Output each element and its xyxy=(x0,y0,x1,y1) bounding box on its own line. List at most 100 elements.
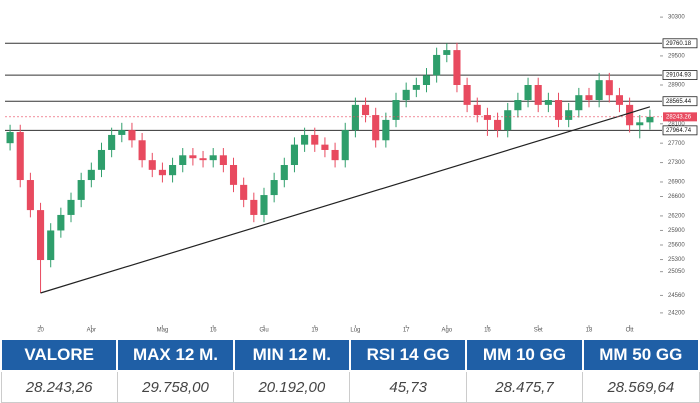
candle-body xyxy=(97,149,106,170)
candle-body xyxy=(626,104,634,126)
candle-body xyxy=(77,180,85,200)
x-tick-label: 18 xyxy=(586,328,593,334)
value-cell: 28.475,7 xyxy=(465,370,584,403)
value-cell: 45,73 xyxy=(349,370,467,403)
candle-body xyxy=(392,100,400,120)
level-box xyxy=(662,38,698,49)
candle-body xyxy=(36,210,45,261)
candle-body xyxy=(412,85,420,90)
x-tick-label: Ott xyxy=(626,328,634,334)
candle-body xyxy=(585,95,593,101)
price-box xyxy=(663,112,697,122)
candle-body xyxy=(128,130,136,141)
candle-body xyxy=(169,165,177,176)
candle-body xyxy=(118,130,126,135)
candle-body xyxy=(321,144,329,150)
candle-body xyxy=(595,80,603,101)
candle-body xyxy=(260,195,268,215)
candle-body xyxy=(138,140,146,161)
value-cell: 28.243,26 xyxy=(0,370,118,403)
x-tick-label: 17 xyxy=(403,328,410,334)
candle-body xyxy=(422,75,431,85)
candle-body xyxy=(219,155,227,165)
candle-body xyxy=(229,165,238,185)
candle-body xyxy=(483,115,491,120)
candle-body xyxy=(87,169,95,181)
candle-body xyxy=(615,95,624,105)
value-cell: 20.192,00 xyxy=(233,370,351,403)
price-label: 28243.26 xyxy=(666,114,692,120)
x-tick-label: 19 xyxy=(311,328,318,334)
value-row: 28.243,26 29.758,00 20.192,00 45,73 28.4… xyxy=(0,370,700,403)
candle-body xyxy=(402,89,410,101)
level-label: 28565.44 xyxy=(666,99,692,105)
level-label: 27964.74 xyxy=(666,128,692,134)
candle-body xyxy=(443,50,451,55)
candle-body xyxy=(473,104,481,116)
y-tick-label: 28100 xyxy=(668,121,685,127)
chart: 30300 29500 28900 28100 27700 27300 26900 26600… xyxy=(5,15,698,334)
candle-body xyxy=(433,54,441,76)
level-label: 29104.93 xyxy=(666,73,692,79)
y-tick-label: 30300 xyxy=(668,15,685,21)
candle-body xyxy=(16,132,24,181)
stats-table: VALORE MAX 12 M. MIN 12 M. RSI 14 GG MM … xyxy=(0,338,700,403)
candle-body xyxy=(636,122,644,126)
candle-body xyxy=(504,110,512,131)
x-tick-label: Set xyxy=(534,328,543,334)
candle-body xyxy=(494,119,502,131)
candle-body xyxy=(311,134,319,145)
x-tick-label: Ago xyxy=(441,328,452,334)
x-tick-label: 16 xyxy=(210,328,217,334)
candle-body xyxy=(524,85,532,101)
y-tick-label: 25600 xyxy=(668,243,685,249)
candle-body xyxy=(575,95,583,111)
candle-body xyxy=(372,115,380,141)
trend-line xyxy=(40,106,651,294)
candle-body xyxy=(544,100,552,105)
candle-body xyxy=(280,165,288,181)
x-tick-label: 20 xyxy=(37,328,44,334)
candle-body xyxy=(605,80,613,96)
candle-body xyxy=(382,119,390,141)
x-tick-label: Giu xyxy=(259,328,268,334)
header-cell: MAX 12 M. xyxy=(116,338,235,372)
y-tick-label: 26600 xyxy=(668,194,685,200)
candle-body xyxy=(301,134,309,145)
header-cell: MM 10 GG xyxy=(465,338,584,372)
candle-body xyxy=(361,104,370,116)
level-box xyxy=(662,70,698,80)
candle-body xyxy=(290,144,299,165)
candle-body xyxy=(240,184,248,200)
candle-body xyxy=(646,116,654,123)
candle-body xyxy=(6,132,14,144)
level-box xyxy=(662,96,698,107)
header-cell: MM 50 GG xyxy=(581,338,700,372)
candle-body xyxy=(158,169,166,176)
value-cell: 28.569,64 xyxy=(582,370,700,403)
candle-body xyxy=(209,155,217,161)
value-cell: 29.758,00 xyxy=(116,370,235,403)
candle-body xyxy=(270,180,278,196)
candle-body xyxy=(148,160,156,170)
header-cell: RSI 14 GG xyxy=(348,338,468,372)
y-tick-label: 26900 xyxy=(668,180,685,186)
x-tick-label: Mag xyxy=(157,328,169,334)
candle-body xyxy=(199,158,207,161)
y-tick-label: 25300 xyxy=(668,257,685,263)
candle-body xyxy=(453,50,461,85)
y-tick-label: 24560 xyxy=(668,293,685,299)
y-tick-label: 27300 xyxy=(668,160,685,166)
y-tick-label: 27700 xyxy=(668,141,685,147)
candle-body xyxy=(250,199,258,215)
candle-body xyxy=(26,180,34,211)
header-row: VALORE MAX 12 M. MIN 12 M. RSI 14 GG MM … xyxy=(0,338,700,372)
y-tick-label: 28900 xyxy=(668,83,685,89)
x-tick-label: Apr xyxy=(87,328,96,334)
candle-body xyxy=(534,85,542,105)
level-box xyxy=(662,125,698,136)
y-tick-label: 24200 xyxy=(668,310,685,316)
candle-body xyxy=(189,155,197,159)
y-tick-label: 25900 xyxy=(668,228,685,234)
